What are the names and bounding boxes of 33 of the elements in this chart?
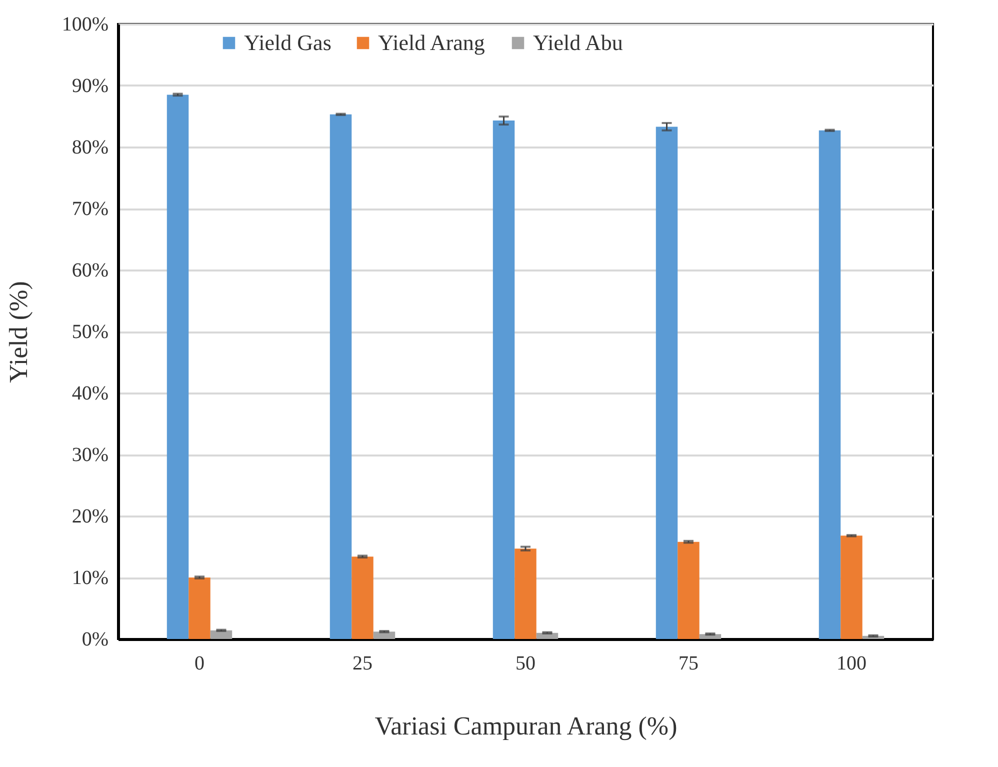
y-tick-label: 20% bbox=[72, 506, 108, 528]
y-tick-label: 60% bbox=[72, 260, 108, 282]
y-tick-label: 30% bbox=[72, 444, 108, 466]
y-tick-label: 0% bbox=[82, 628, 108, 650]
bar bbox=[210, 630, 232, 639]
y-tick-label: 80% bbox=[72, 136, 108, 158]
bar bbox=[656, 126, 678, 639]
y-tick-label: 70% bbox=[72, 198, 108, 220]
x-tick-label: 50 bbox=[516, 652, 536, 674]
x-axis-title: Variasi Campuran Arang (%) bbox=[374, 712, 678, 740]
bar bbox=[166, 94, 189, 639]
legend-label: Yield Arang bbox=[378, 30, 485, 55]
bar bbox=[330, 114, 352, 639]
x-tick-label: 75 bbox=[678, 652, 698, 674]
bar bbox=[352, 556, 374, 639]
y-tick-label: 100% bbox=[62, 14, 108, 36]
y-tick-label: 50% bbox=[72, 321, 108, 343]
bar bbox=[678, 542, 700, 639]
y-axis-title: Yield (%) bbox=[4, 281, 33, 383]
y-tick-label: 90% bbox=[72, 75, 108, 97]
y-tick-label: 10% bbox=[72, 567, 108, 589]
bar bbox=[514, 548, 536, 639]
bar bbox=[818, 130, 841, 639]
legend-label: Yield Gas bbox=[244, 30, 332, 55]
x-tick-label: 100 bbox=[836, 652, 866, 674]
bar bbox=[492, 120, 515, 639]
bar bbox=[188, 578, 210, 639]
bar bbox=[840, 536, 862, 639]
bar bbox=[373, 632, 396, 639]
legend-label: Yield Abu bbox=[533, 30, 623, 55]
x-tick-label: 0 bbox=[194, 652, 204, 674]
x-tick-label: 25 bbox=[352, 652, 372, 674]
y-tick-label: 40% bbox=[72, 382, 108, 404]
